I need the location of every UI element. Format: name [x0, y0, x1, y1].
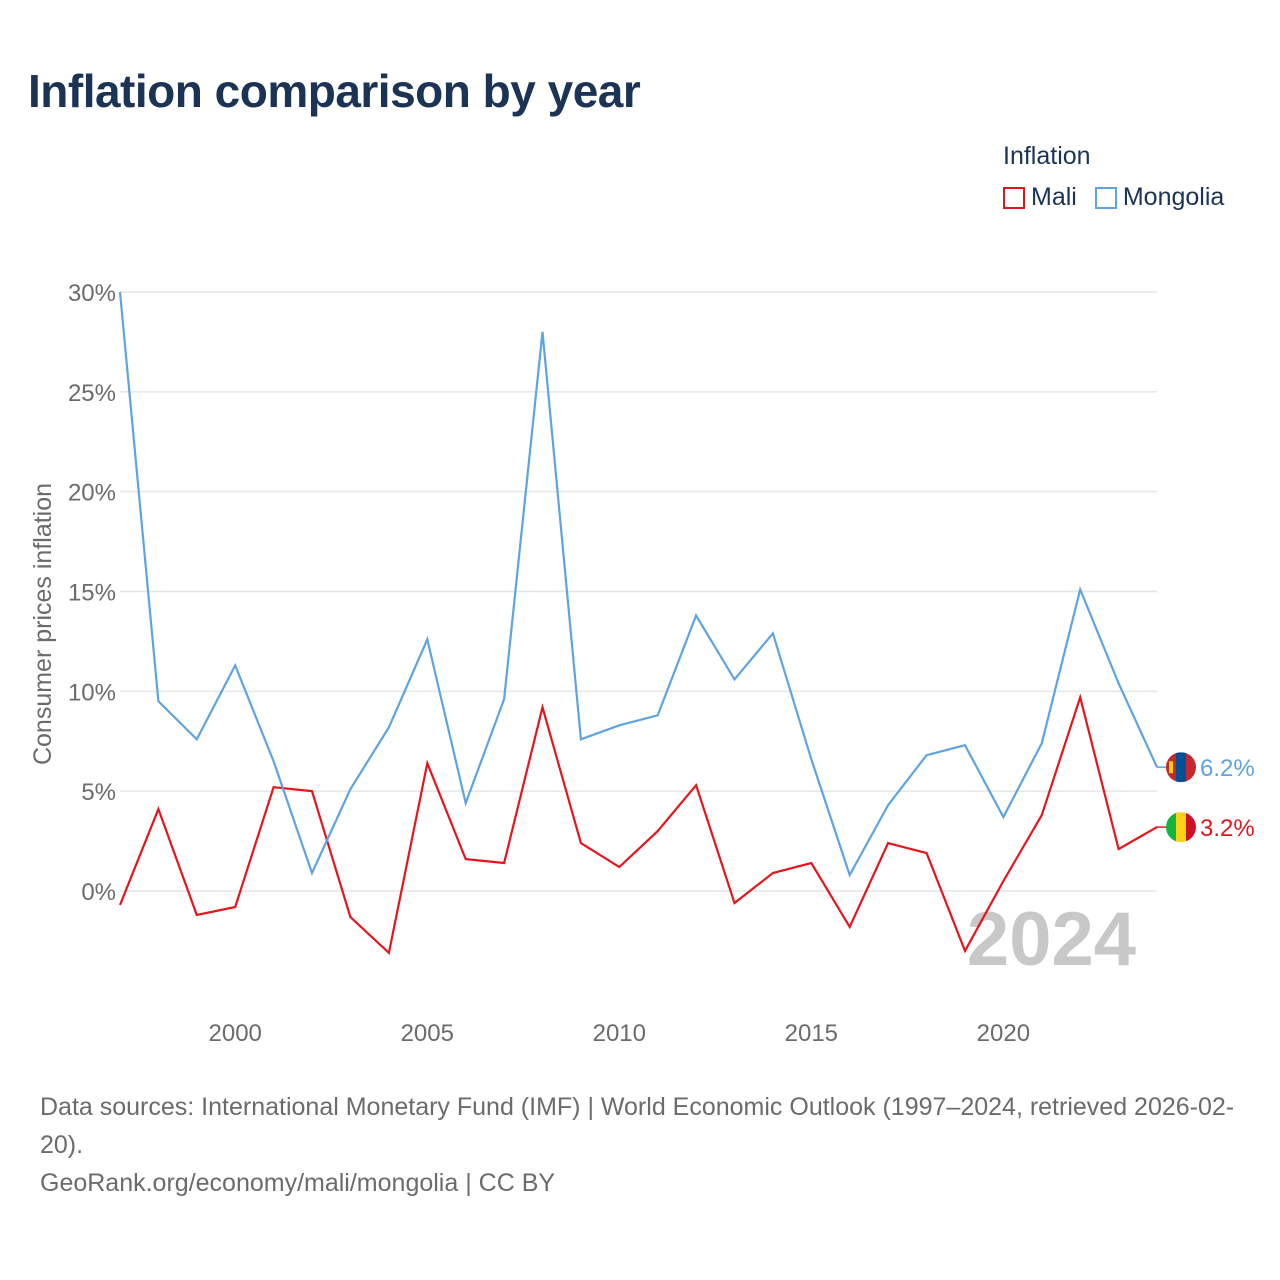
legend-swatch-mali: [1003, 186, 1025, 209]
legend-swatch-mongolia: [1094, 186, 1117, 209]
y-axis-label: Consumer prices inflation: [29, 483, 57, 765]
x-tick-label: 2015: [785, 1020, 838, 1047]
line-chart: 0% 5% 10% 15% 20% 25% 30% 2000 2005 2010 2015 2020 C…: [29, 280, 1255, 1047]
x-tick-label: 2005: [401, 1020, 454, 1047]
y-tick-label: 0%: [81, 879, 116, 906]
series-line-mali[interactable]: [118, 693, 1158, 956]
y-tick-label: 30%: [68, 280, 116, 307]
end-value-label: 3.2%: [1200, 815, 1255, 842]
y-tick-label: 15%: [68, 580, 116, 607]
chart-title: Inflation comparison by year: [28, 65, 641, 117]
source-note: Data sources: International Monetary Fun…: [40, 1093, 1235, 1159]
legend: Inflation Mali Mongolia: [1003, 142, 1224, 212]
legend-item-mongolia[interactable]: Mongolia: [1094, 183, 1225, 212]
y-tick-label: 25%: [68, 380, 116, 407]
legend-item-mali[interactable]: Mali: [1003, 183, 1077, 212]
x-tick-label: 2010: [593, 1020, 646, 1047]
x-tick-label: 2020: [977, 1020, 1030, 1047]
mali-flag-icon: [1166, 812, 1196, 843]
legend-label-mali: Mali: [1031, 183, 1077, 211]
y-tick-label: 5%: [81, 779, 116, 806]
credit-link[interactable]: GeoRank.org/economy/mali/mongolia | CC B…: [40, 1169, 556, 1197]
footer: Data sources: International Monetary Fun…: [40, 1088, 1250, 1202]
end-value-label: 6.2%: [1200, 755, 1255, 782]
mongolia-flag-icon: [1166, 752, 1196, 783]
year-watermark: 2024: [967, 897, 1136, 982]
legend-title: Inflation: [1003, 142, 1091, 170]
x-tick-label: 2000: [209, 1020, 262, 1047]
series-line-mongolia[interactable]: [118, 291, 1159, 878]
y-tick-label: 10%: [68, 679, 116, 706]
y-tick-label: 20%: [68, 480, 116, 507]
legend-label-mongolia: Mongolia: [1122, 183, 1225, 211]
